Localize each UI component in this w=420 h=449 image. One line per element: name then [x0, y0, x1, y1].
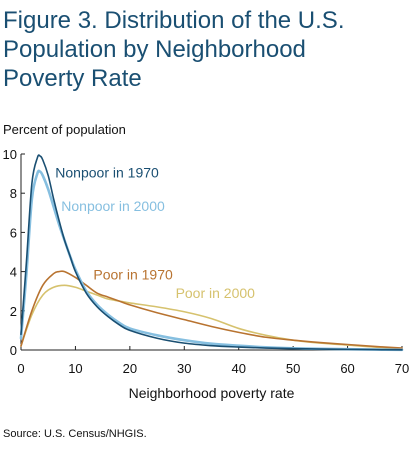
- label-poor-1970: Poor in 1970: [93, 266, 173, 282]
- series-layer: [19, 154, 404, 352]
- chart-title-line-3: Poverty Rate: [3, 65, 142, 92]
- axes: 0 2 4 6 8 10 0 10 20 30 40 50 60 70 Neighborhood pover…: [3, 147, 410, 401]
- x-axis-label: Neighborhood poverty rate: [129, 385, 295, 401]
- x-tick-label: 70: [395, 361, 409, 376]
- series-labels: Nonpoor in 1970 Nonpoor in 2000 Poor in 19…: [55, 165, 255, 302]
- y-tick-label: 2: [10, 304, 17, 319]
- series-line-nonpoor-1970: [20, 154, 403, 351]
- x-tick-label: 0: [17, 361, 24, 376]
- x-tick-label: 10: [68, 361, 82, 376]
- x-tick-label: 50: [286, 361, 300, 376]
- label-nonpoor-1970: Nonpoor in 1970: [55, 165, 159, 181]
- y-axis-label: Percent of population: [3, 122, 126, 137]
- label-poor-2000: Poor in 2000: [176, 285, 256, 301]
- x-tick-label: 60: [340, 361, 354, 376]
- label-nonpoor-2000: Nonpoor in 2000: [61, 198, 165, 214]
- series-line-poor-1970: [20, 270, 403, 349]
- source-note: Source: U.S. Census/NHGIS.: [3, 428, 147, 440]
- y-tick-label: 6: [10, 225, 17, 240]
- x-tick-label: 20: [123, 361, 137, 376]
- chart-title-line-1: Figure 3. Distribution of the U.S.: [3, 7, 345, 34]
- y-tick-label: 0: [10, 343, 17, 358]
- x-tick-label: 30: [177, 361, 191, 376]
- y-tick-label: 10: [3, 147, 17, 162]
- y-tick-label: 8: [10, 186, 17, 201]
- y-tick-label: 4: [10, 265, 17, 280]
- chart-title-line-2: Population by Neighborhood: [3, 36, 306, 63]
- chart-title: Figure 3. Distribution of the U.S. Popul…: [3, 6, 413, 93]
- x-tick-label: 40: [231, 361, 245, 376]
